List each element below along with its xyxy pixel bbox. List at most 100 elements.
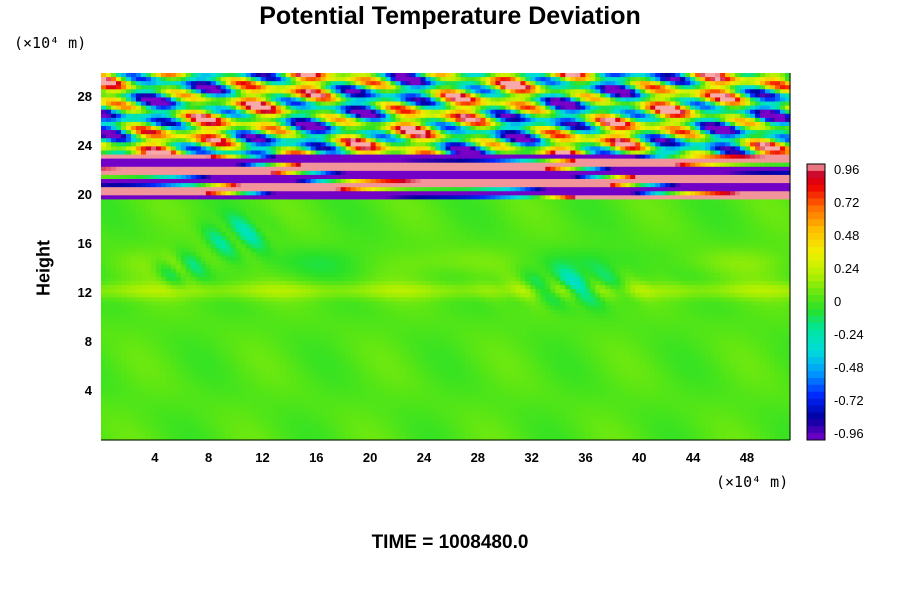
heatmap-cell xyxy=(340,162,347,168)
heatmap-cell xyxy=(395,170,402,176)
heatmap-cell xyxy=(150,146,157,152)
heatmap-cell xyxy=(610,117,616,123)
heatmap-cell xyxy=(695,183,701,188)
heatmap-cell xyxy=(700,154,706,160)
heatmap-cell xyxy=(435,158,442,164)
heatmap-cell xyxy=(500,187,507,192)
heatmap-cell xyxy=(190,101,197,107)
heatmap-cell xyxy=(385,207,392,213)
heatmap-cell xyxy=(540,134,546,139)
heatmap-cell xyxy=(170,174,177,180)
heatmap-cell xyxy=(345,97,352,103)
heatmap-cell xyxy=(470,142,477,147)
heatmap-cell xyxy=(680,105,686,111)
heatmap-cell xyxy=(130,207,137,213)
heatmap-cell xyxy=(320,113,327,119)
heatmap-cell xyxy=(115,130,122,135)
heatmap-cell xyxy=(510,93,516,99)
heatmap-cell xyxy=(215,134,222,139)
heatmap-cell xyxy=(255,101,262,107)
heatmap-cell xyxy=(265,134,272,139)
heatmap-cell xyxy=(185,121,192,127)
heatmap-cell xyxy=(305,162,312,168)
heatmap-cell xyxy=(680,130,686,135)
heatmap-cell xyxy=(490,179,497,184)
heatmap-cell xyxy=(755,77,761,82)
heatmap-cell xyxy=(345,81,352,86)
heatmap-cell xyxy=(425,187,432,192)
heatmap-cell xyxy=(430,105,437,111)
heatmap-cell xyxy=(615,138,621,143)
heatmap-cell xyxy=(325,89,332,94)
heatmap-cell xyxy=(490,150,497,156)
heatmap-cell xyxy=(720,187,726,192)
heatmap-cell xyxy=(370,162,377,168)
heatmap-cell xyxy=(400,195,407,201)
heatmap-cell xyxy=(420,138,427,143)
heatmap-cell xyxy=(435,101,442,107)
heatmap-cell xyxy=(280,81,287,86)
heatmap-cell xyxy=(200,166,207,172)
heatmap-cell xyxy=(190,203,197,209)
heatmap-cell xyxy=(160,199,167,205)
heatmap-cell xyxy=(345,154,352,160)
heatmap-cell xyxy=(265,126,272,131)
heatmap-cell xyxy=(215,105,222,111)
heatmap-cell xyxy=(510,105,516,111)
heatmap-cell xyxy=(340,81,347,86)
heatmap-cell xyxy=(535,170,541,176)
heatmap-cell xyxy=(735,109,741,115)
heatmap-cell xyxy=(725,134,731,139)
heatmap-cell xyxy=(780,73,786,78)
heatmap-cell xyxy=(340,89,347,94)
heatmap-cell xyxy=(640,215,646,221)
heatmap-cell xyxy=(595,183,601,188)
heatmap-cell xyxy=(350,187,357,192)
heatmap-cell xyxy=(695,138,701,143)
heatmap-cell xyxy=(315,187,322,192)
heatmap-cell xyxy=(290,187,297,192)
heatmap-cell xyxy=(240,195,247,201)
heatmap-cell xyxy=(145,113,152,119)
heatmap-cell xyxy=(725,73,731,78)
heatmap-cell xyxy=(745,215,751,221)
heatmap-cell xyxy=(230,117,237,123)
heatmap-cell xyxy=(710,146,716,152)
heatmap-cell xyxy=(740,203,746,209)
heatmap-cell xyxy=(745,126,751,131)
heatmap-cell xyxy=(290,183,297,188)
heatmap-cell xyxy=(160,138,167,143)
heatmap-cell xyxy=(695,85,701,90)
heatmap-cell xyxy=(120,89,127,94)
heatmap-cell xyxy=(315,130,322,135)
heatmap-cell xyxy=(405,170,412,176)
heatmap-cell xyxy=(185,183,192,188)
heatmap-cell xyxy=(385,146,392,152)
heatmap-cell xyxy=(775,183,781,188)
heatmap-cell xyxy=(555,134,561,139)
heatmap-cell xyxy=(655,199,661,205)
heatmap-cell xyxy=(700,203,706,209)
heatmap-cell xyxy=(240,130,247,135)
heatmap-cell xyxy=(725,191,731,196)
heatmap-cell xyxy=(515,97,521,103)
heatmap-cell xyxy=(450,162,457,168)
heatmap-cell xyxy=(775,162,781,168)
heatmap-cell xyxy=(240,207,247,213)
heatmap-cell xyxy=(195,191,202,196)
heatmap-cell xyxy=(480,117,487,123)
heatmap-cell xyxy=(380,130,387,135)
heatmap-cell xyxy=(575,121,581,127)
heatmap-cell xyxy=(285,166,292,172)
heatmap-cell xyxy=(370,77,377,82)
heatmap-cell xyxy=(630,150,636,156)
heatmap-cell xyxy=(105,130,112,135)
heatmap-cell xyxy=(385,154,392,160)
heatmap-cell xyxy=(590,207,596,213)
heatmap-cell xyxy=(650,162,656,168)
heatmap-cell xyxy=(755,170,761,176)
heatmap-cell xyxy=(215,142,222,147)
heatmap-cell xyxy=(101,170,107,176)
heatmap-cell xyxy=(385,101,392,107)
heatmap-cell xyxy=(330,215,337,221)
